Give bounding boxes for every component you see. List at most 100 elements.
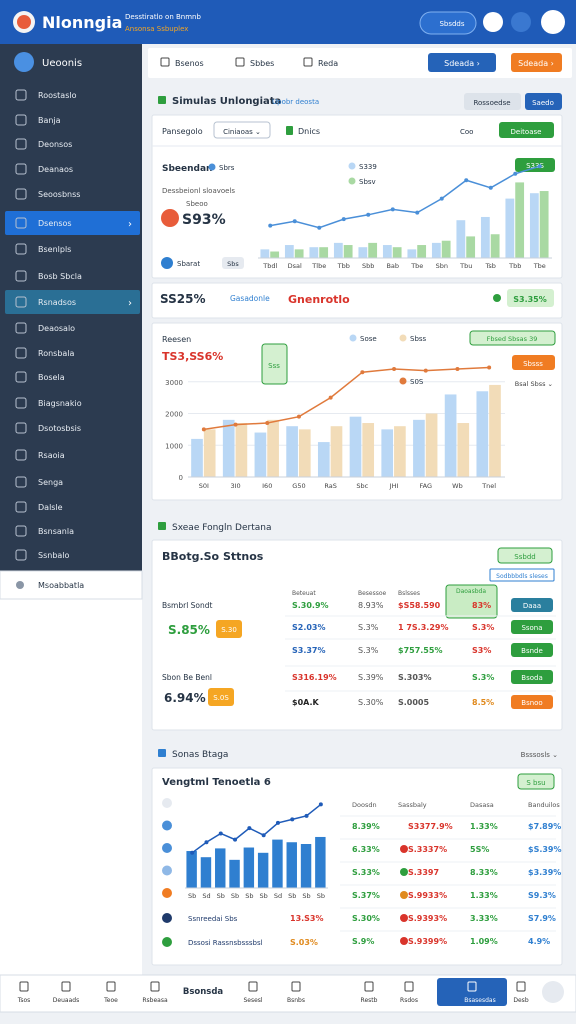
column-header: Bslsses — [398, 590, 420, 597]
label[interactable]: Deitoase — [511, 128, 542, 136]
nav-active[interactable] — [437, 978, 507, 1006]
sidebar-item[interactable]: Dalsle — [38, 503, 63, 512]
label[interactable]: Ciniaoas ⌄ — [223, 128, 261, 136]
nav-item[interactable]: Deuaads — [53, 997, 79, 1004]
label: Fbsed Sbsas 39 — [487, 335, 538, 343]
sidebar-item[interactable]: Ssnbalo — [38, 551, 70, 560]
label: Sbeendan — [162, 164, 212, 174]
button[interactable] — [464, 93, 521, 110]
label[interactable]: Sbsdds — [439, 20, 464, 28]
row-button[interactable] — [511, 670, 553, 684]
nav-item[interactable]: Bsonsda — [183, 987, 224, 997]
sidebar-item[interactable]: Roostaslo — [38, 91, 77, 100]
tab[interactable]: Bsenos — [175, 59, 204, 68]
sidebar-item[interactable]: Banja — [38, 116, 61, 125]
bar — [343, 245, 353, 258]
bar — [515, 182, 525, 258]
sidebar-item[interactable]: Seoosbnss — [38, 190, 80, 199]
y-tick-label: 1000 — [165, 442, 183, 450]
bar — [243, 847, 255, 888]
cell: S3.37% — [292, 646, 326, 655]
tab[interactable]: Reda — [318, 59, 338, 68]
sidebar-item[interactable]: Bosela — [38, 373, 65, 382]
sidebar-item[interactable]: Dsensos — [38, 219, 72, 228]
sidebar-item[interactable]: Senga — [38, 478, 63, 487]
label[interactable]: Daaa — [523, 602, 541, 610]
label[interactable]: Ssona — [521, 624, 542, 632]
point — [317, 225, 322, 230]
dropdown[interactable] — [213, 121, 271, 139]
sidebar-item[interactable]: Bsenlpls — [38, 245, 71, 254]
button[interactable] — [499, 122, 554, 138]
nav-item[interactable]: Bsasesdas — [464, 997, 495, 1004]
point — [423, 368, 428, 373]
nav-item[interactable]: Rsbeasa — [142, 997, 168, 1004]
point — [366, 212, 371, 217]
sidebar-active — [5, 290, 140, 314]
nav-item[interactable]: Tsos — [17, 997, 31, 1004]
point — [488, 185, 493, 190]
row-button[interactable] — [511, 643, 553, 657]
cell: S7.9% — [528, 914, 556, 923]
button[interactable] — [428, 53, 496, 72]
bar — [476, 391, 489, 477]
label[interactable]: Bsnde — [521, 647, 543, 655]
sidebar-icon — [15, 525, 27, 537]
sidebar-item[interactable]: Deaosalo — [38, 324, 75, 333]
row-button[interactable] — [511, 695, 553, 709]
legend-swatch — [399, 334, 407, 342]
x-tick-label: Sb — [317, 892, 325, 900]
sidebar-item[interactable]: Bosb Sbcla — [38, 272, 82, 281]
column-header: Doosdn — [352, 801, 377, 809]
cell: 8.93% — [358, 601, 384, 610]
sidebar-item[interactable]: Biagsnakio — [38, 399, 82, 408]
column-header: Dasasa — [470, 801, 494, 809]
nav-item[interactable]: Teoe — [103, 997, 118, 1004]
label: Sbon Be Benl — [162, 673, 212, 682]
label[interactable]: Sdeada › — [444, 59, 480, 68]
legend-swatch — [349, 334, 357, 342]
row-button[interactable] — [511, 620, 553, 634]
sidebar-item[interactable]: Dsotosbsis — [38, 424, 81, 433]
sidebar-item[interactable]: Bsnsanla — [38, 527, 74, 536]
label[interactable]: Sdeada › — [518, 59, 554, 68]
nav-item[interactable]: Desb — [513, 997, 528, 1004]
sidebar-item[interactable]: Rsaoia — [38, 451, 65, 460]
sidebar-item[interactable]: Ronsbala — [38, 349, 75, 358]
tab[interactable]: Sbbes — [250, 59, 274, 68]
label[interactable]: Bsnoo — [521, 699, 542, 707]
row-button[interactable] — [511, 598, 553, 612]
sidebar-item[interactable]: Rsnadsos — [38, 298, 76, 307]
nav-icon — [516, 981, 526, 992]
bar — [270, 251, 280, 258]
label: Ansonsa Ssbuplex — [125, 25, 188, 33]
box — [512, 355, 555, 370]
label[interactable]: Rossoedse — [473, 99, 510, 107]
button[interactable] — [525, 93, 562, 110]
sidebar-item[interactable]: Deonsos — [38, 140, 72, 149]
button[interactable] — [511, 53, 562, 72]
nav-icon — [106, 981, 116, 992]
point — [292, 219, 297, 224]
label: Bsal Sbss ⌄ — [515, 380, 553, 388]
icon — [400, 845, 408, 853]
x-tick-label: S0I — [199, 482, 209, 490]
cell: $S58.590 — [398, 601, 441, 610]
label: Gasadonle — [230, 294, 270, 303]
label[interactable]: Saedo — [532, 99, 554, 107]
nav-item[interactable]: Bsnbs — [287, 997, 305, 1004]
cell: $7.89% — [528, 822, 561, 831]
label: Sonas Btaga — [172, 750, 228, 760]
nav-item[interactable]: Rsdos — [400, 997, 418, 1004]
icon — [400, 891, 408, 899]
box — [222, 257, 244, 269]
label[interactable]: Bsoda — [521, 674, 542, 682]
label[interactable]: Sodbbbdls sleses — [496, 573, 548, 580]
sidebar-item[interactable]: Deanaos — [38, 165, 73, 174]
nav-item[interactable]: Restb — [361, 997, 378, 1004]
cell: S.30.9% — [292, 601, 329, 610]
icon — [161, 257, 173, 269]
point — [261, 833, 266, 838]
search[interactable] — [419, 11, 477, 35]
nav-item[interactable]: Sesesl — [243, 997, 262, 1004]
